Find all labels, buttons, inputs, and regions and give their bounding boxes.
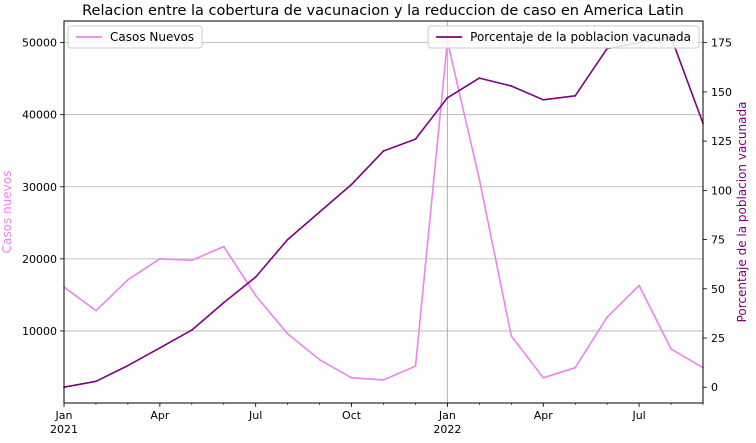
right-tick-label: 25 [711, 332, 725, 345]
left-tick-label: 30000 [22, 181, 57, 194]
left-tick-label: 40000 [22, 109, 57, 122]
data-point-porcentaje-vacunada [127, 364, 129, 367]
right-tick-label: 100 [711, 184, 732, 197]
right-y-axis: 0 25 50 75 100 125 150 175 [703, 37, 732, 394]
data-point-porcentaje-vacunada [254, 276, 257, 278]
data-point-porcentaje-vacunada [350, 183, 353, 186]
data-point-casos-nuevos [286, 332, 289, 335]
legend-porcentaje-vacunada: Porcentaje de la poblacion vacunada [427, 25, 700, 49]
data-point-casos-nuevos [510, 335, 513, 337]
data-point-porcentaje-vacunada [382, 150, 385, 152]
plot-frame [63, 20, 704, 404]
data-point-casos-nuevos [222, 245, 225, 248]
right-tick-label: 0 [711, 381, 718, 394]
data-point-casos-nuevos [382, 379, 385, 381]
data-point-casos-nuevos [350, 376, 353, 379]
x-tick-label: Jan [55, 409, 73, 422]
data-point-porcentaje-vacunada [95, 380, 97, 383]
x-tick-label: Jan [438, 409, 456, 422]
data-point-porcentaje-vacunada [190, 329, 193, 332]
data-point-porcentaje-vacunada [446, 96, 449, 99]
x-tick-label: Oct [342, 409, 362, 422]
data-point-casos-nuevos [190, 259, 193, 262]
x-tick-label: Jul [248, 409, 262, 422]
x-tick-label: Apr [534, 409, 554, 422]
data-point-porcentaje-vacunada [158, 346, 161, 349]
data-point-casos-nuevos [542, 376, 545, 379]
data-point-porcentaje-vacunada [574, 94, 577, 97]
right-tick-label: 75 [711, 234, 725, 247]
data-point-casos-nuevos [670, 348, 672, 350]
right-y-axis-label: Porcentaje de la poblacion vacunada [735, 102, 749, 323]
series-line-casos-nuevos [63, 40, 704, 381]
right-tick-label: 175 [711, 37, 732, 50]
data-point-porcentaje-vacunada [286, 238, 289, 241]
right-tick-label: 50 [711, 283, 725, 296]
series-line-porcentaje-vacunada [63, 35, 704, 388]
data-point-casos-nuevos [318, 358, 321, 361]
legend-box [67, 25, 203, 49]
data-point-casos-nuevos [414, 365, 417, 368]
series-layer [63, 35, 704, 389]
x-tick-label: Apr [150, 409, 170, 422]
data-point-porcentaje-vacunada [414, 138, 417, 141]
data-point-porcentaje-vacunada [542, 98, 545, 101]
data-point-casos-nuevos [574, 366, 577, 369]
data-point-porcentaje-vacunada [222, 301, 225, 304]
left-y-axis: 10000 20000 30000 40000 50000 [22, 37, 64, 338]
left-tick-label: 20000 [22, 253, 57, 266]
legend-label: Casos Nuevos [110, 30, 194, 44]
x-tick-year-label: 2022 [433, 423, 461, 436]
x-tick-year-label: 2021 [50, 423, 78, 436]
right-tick-label: 125 [711, 135, 732, 148]
data-point-casos-nuevos [127, 278, 129, 281]
legend-label: Porcentaje de la poblacion vacunada [470, 30, 691, 44]
data-point-porcentaje-vacunada [510, 85, 513, 87]
data-point-porcentaje-vacunada [478, 77, 481, 80]
legend-casos-nuevos: Casos Nuevos [67, 25, 203, 49]
data-point-porcentaje-vacunada [318, 211, 321, 213]
data-point-casos-nuevos [606, 316, 609, 319]
left-y-axis-label: Casos nuevos [0, 171, 14, 254]
legend-box [427, 25, 700, 49]
grid-layer [64, 42, 703, 332]
chart-title: Relacion entre la cobertura de vacunacio… [82, 3, 684, 19]
x-tick-label: Jul [631, 409, 645, 422]
data-point-casos-nuevos [95, 309, 97, 312]
data-point-casos-nuevos [254, 294, 257, 297]
data-point-casos-nuevos [478, 178, 481, 181]
right-tick-label: 150 [711, 86, 732, 99]
left-tick-label: 50000 [22, 37, 57, 50]
data-point-casos-nuevos [158, 257, 161, 260]
left-tick-label: 10000 [22, 325, 57, 338]
data-point-casos-nuevos [638, 284, 640, 287]
